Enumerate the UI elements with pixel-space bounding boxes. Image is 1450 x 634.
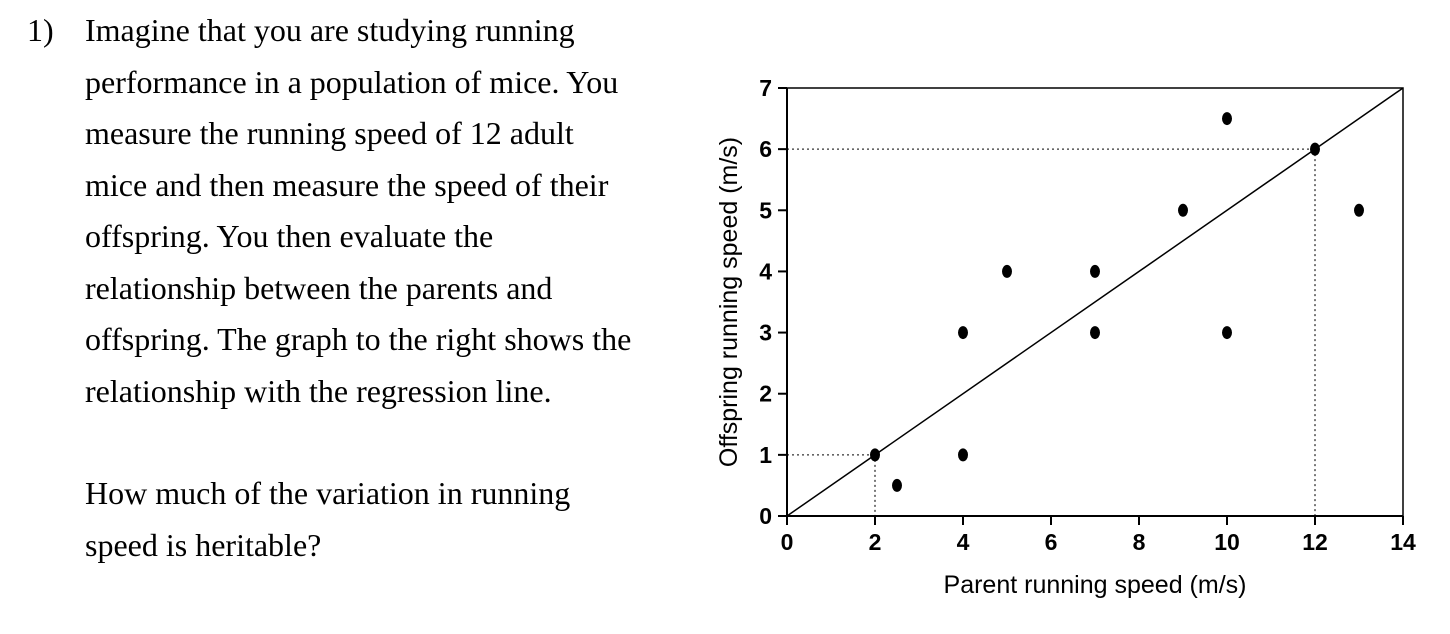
- y-tick-label: 1: [759, 442, 772, 468]
- data-point: [958, 326, 968, 340]
- chart-figure: 0 2 4 6 8 10 12 14 0 1 2 3 4 5 6 7 Parent running speed …: [700, 0, 1450, 634]
- data-point: [1222, 326, 1232, 340]
- y-tick-label: 4: [759, 258, 772, 284]
- question-line: speed is heritable?: [85, 526, 322, 563]
- question-line: relationship between the parents and: [85, 269, 553, 306]
- data-point: [1090, 264, 1100, 278]
- y-tick-label: 2: [759, 381, 772, 407]
- x-tick-label: 8: [1133, 529, 1146, 555]
- x-tick-label: 2: [869, 529, 882, 555]
- y-tick-label: 7: [759, 75, 772, 101]
- question-line: measure the running speed of 12 adult: [85, 115, 574, 151]
- question-line: Imagine that you are studying running: [85, 12, 575, 48]
- data-point: [1310, 142, 1320, 156]
- y-tick-label: 0: [759, 503, 772, 529]
- y-tick-label: 6: [759, 136, 772, 162]
- x-tick-label: 14: [1390, 529, 1416, 555]
- x-tick-label: 4: [957, 529, 970, 555]
- x-tick-label: 0: [781, 529, 794, 555]
- question-line: performance in a population of mice. You: [85, 63, 619, 100]
- data-point: [1002, 264, 1012, 278]
- question-line: mice and then measure the speed of their: [85, 166, 609, 203]
- data-point: [892, 478, 902, 492]
- data-point: [1090, 326, 1100, 340]
- y-axis-title: Offspring running speed (m/s): [715, 137, 743, 467]
- data-point: [958, 448, 968, 462]
- question-paragraph-1: Imagine that you are studying running pe…: [85, 5, 631, 417]
- data-point: [1222, 112, 1232, 126]
- question-paragraph-2: How much of the variation in running spe…: [85, 468, 570, 571]
- question-line: offspring. The graph to the right shows …: [85, 321, 632, 357]
- question-number: 1): [27, 12, 54, 48]
- question-line: offspring. You then evaluate the: [85, 218, 494, 254]
- y-tick-label: 5: [759, 197, 772, 223]
- data-point: [1178, 203, 1188, 217]
- regression-line: [786, 87, 1404, 517]
- x-tick-label: 10: [1214, 529, 1240, 555]
- data-point: [870, 448, 880, 462]
- x-tick-label: 6: [1045, 529, 1058, 555]
- question-line: How much of the variation in running: [85, 475, 571, 511]
- y-tick-label: 3: [759, 320, 772, 346]
- x-axis-title: Parent running speed (m/s): [944, 571, 1247, 599]
- x-tick-label: 12: [1302, 529, 1328, 555]
- data-point: [1354, 203, 1364, 217]
- question-line: relationship with the regression line.: [85, 372, 552, 409]
